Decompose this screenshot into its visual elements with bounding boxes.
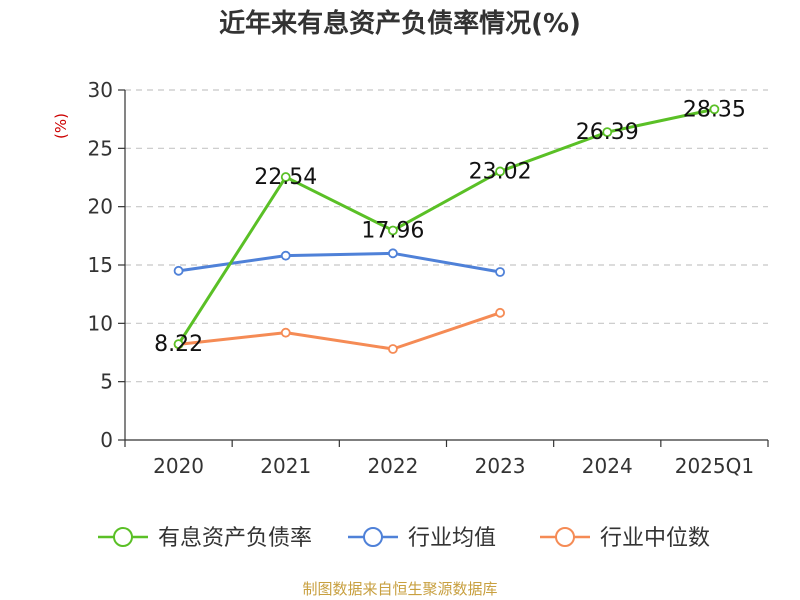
data-point [388,344,398,354]
chart-title: 近年来有息资产负债率情况(%) [219,8,581,39]
x-tick-label: 2022 [367,454,418,478]
data-labels: 8.22 22.54 17.96 23.02 26.39 28.35 [154,97,746,357]
legend-marker [113,527,133,547]
x-tick-label: 2024 [582,454,633,478]
y-tick-label: 5 [100,370,113,394]
series-line [178,311,501,351]
legend-marker [555,527,575,547]
y-tick-label: 25 [88,136,113,160]
y-tick-labels: 0 5 10 15 20 25 30 [88,78,113,452]
series-lines [177,107,715,351]
axes [118,89,769,447]
y-tick-label: 15 [88,253,113,277]
x-tick-label: 2025Q1 [675,454,754,478]
legend: 有息资产负债率 行业均值 行业中位数 [98,526,710,551]
data-label: 28.35 [683,97,746,122]
x-tick-label: 2020 [153,454,204,478]
data-label: 26.39 [576,120,639,145]
data-point [280,172,291,182]
grid [125,89,768,383]
x-tick-labels: 2020 2021 2022 2023 2024 2025Q1 [153,454,754,478]
data-label: 23.02 [469,159,532,184]
source-note: 制图数据来自恒生聚源数据库 [302,580,497,598]
data-label: 17.96 [361,218,424,243]
data-point [495,307,505,318]
series-points [173,104,720,354]
legend-label: 行业中位数 [600,526,710,551]
y-tick-label: 30 [88,78,113,102]
data-point [280,250,291,261]
data-point [602,127,613,138]
y-tick-label: 10 [88,311,113,335]
data-point [388,248,398,259]
data-label: 22.54 [254,165,317,190]
data-point [388,225,398,236]
y-tick-label: 20 [88,195,113,219]
x-tick-label: 2021 [260,454,311,478]
y-axis-unit: (%) [52,113,70,139]
data-point [173,265,184,276]
data-label: 8.22 [154,332,203,357]
y-tick-label: 0 [100,428,113,452]
data-point [709,104,720,115]
legend-marker [363,527,383,547]
legend-label: 行业均值 [408,526,496,551]
data-point [280,327,291,338]
data-point [495,267,505,277]
legend-label: 有息资产负债率 [158,526,312,551]
series-line [177,107,715,345]
x-tick-label: 2023 [475,454,526,478]
data-point [495,166,505,177]
data-point [173,339,184,350]
